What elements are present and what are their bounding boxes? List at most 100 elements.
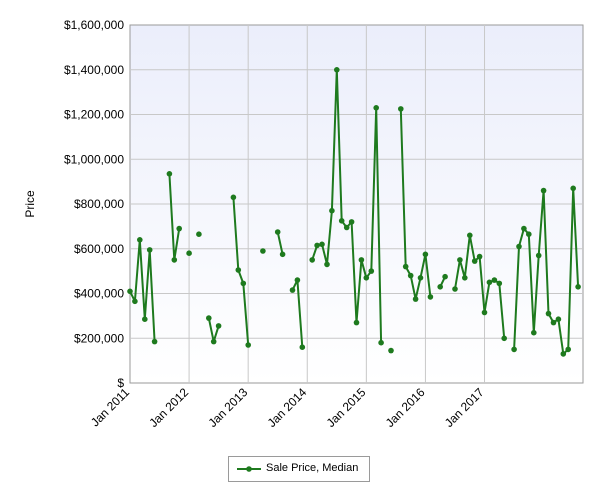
y-tick-label: $200,000 [74, 331, 124, 345]
x-tick-label: Jan 2015 [324, 385, 369, 430]
data-point [373, 105, 380, 111]
data-point [427, 294, 434, 300]
data-point [274, 229, 281, 235]
x-tick-label: Jan 2014 [265, 385, 310, 430]
y-tick-label: $800,000 [74, 197, 124, 211]
x-tick-label: Jan 2016 [383, 385, 428, 430]
data-point [486, 279, 493, 286]
data-point [402, 263, 409, 270]
data-point [412, 296, 419, 302]
data-point [496, 280, 503, 287]
data-point [314, 242, 320, 249]
data-point [555, 316, 562, 323]
x-axis: Jan 2011 Jan 2012 Jan 2013 Jan 2014 Jan 2015… [88, 385, 487, 430]
data-point [481, 309, 488, 316]
data-point [462, 275, 468, 281]
y-tick-label: $1,000,000 [64, 152, 124, 166]
data-point [378, 339, 384, 346]
data-point [235, 267, 242, 273]
data-point [422, 251, 429, 258]
data-point [142, 316, 148, 323]
data-point [491, 277, 498, 283]
data-point [206, 315, 212, 321]
data-point [526, 231, 532, 237]
data-point [516, 243, 522, 250]
data-point [353, 319, 360, 326]
data-point [417, 275, 424, 281]
y-axis-title: Price [23, 190, 37, 218]
series-sale-price-median [127, 67, 581, 357]
data-point [575, 284, 581, 290]
data-point [230, 194, 237, 201]
y-tick-label: $1,200,000 [64, 108, 124, 122]
data-point [279, 251, 286, 258]
data-point [132, 298, 138, 305]
data-point [309, 257, 316, 263]
y-tick-label: $ [117, 376, 124, 390]
data-point [501, 335, 508, 342]
data-point [338, 218, 345, 224]
y-tick-label: $600,000 [74, 242, 124, 256]
data-point [343, 224, 350, 231]
legend: Sale Price, Median [228, 456, 370, 482]
data-point [467, 232, 473, 239]
data-point [442, 273, 448, 280]
legend-swatch [237, 466, 261, 472]
data-point [260, 248, 266, 254]
legend-label: Sale Price, Median [266, 462, 359, 474]
data-point [388, 347, 394, 354]
data-point [329, 207, 335, 214]
data-point [324, 261, 330, 268]
y-tick-label: $1,400,000 [64, 63, 124, 77]
data-point [540, 187, 547, 194]
data-point [240, 280, 247, 287]
x-tick-label: Jan 2011 [88, 385, 132, 429]
data-point [186, 250, 192, 256]
data-point [363, 275, 370, 281]
grid-lines [130, 25, 583, 383]
data-point [407, 272, 414, 279]
data-point [146, 247, 153, 253]
data-point [196, 231, 202, 237]
data-point [452, 286, 458, 292]
data-point [457, 257, 463, 263]
data-point [151, 338, 158, 345]
data-point [294, 277, 301, 283]
x-tick-label: Jan 2013 [205, 385, 250, 430]
y-tick-label: $400,000 [74, 287, 124, 301]
data-point [137, 237, 143, 243]
data-point [215, 323, 222, 329]
data-point [550, 319, 557, 326]
data-point [437, 284, 444, 290]
data-point [545, 310, 552, 317]
data-point [348, 219, 355, 225]
data-point [476, 253, 483, 260]
data-point [127, 288, 133, 295]
data-point [334, 67, 340, 73]
data-point [299, 344, 306, 351]
data-point [570, 185, 576, 192]
data-point [171, 257, 178, 263]
x-tick-label: Jan 2017 [442, 385, 487, 430]
data-point [368, 268, 375, 274]
series-line-segment [276, 231, 284, 255]
data-point [560, 351, 567, 357]
data-point [176, 225, 182, 232]
data-point [358, 257, 365, 263]
data-point [565, 346, 571, 353]
y-axis: $ $200,000 $400,000 $600,000 $800,000 $1,000,… [64, 18, 124, 390]
data-point [511, 346, 517, 353]
data-point [319, 241, 325, 248]
series-line-segment [232, 197, 250, 346]
data-point [471, 258, 478, 264]
data-point [245, 342, 251, 348]
data-point [289, 287, 296, 293]
data-point [166, 171, 173, 177]
data-point [210, 338, 217, 345]
x-tick-label: Jan 2012 [146, 385, 191, 430]
data-point [398, 106, 404, 112]
data-point [531, 329, 537, 336]
y-tick-label: $1,600,000 [64, 18, 124, 32]
data-point [535, 252, 542, 259]
